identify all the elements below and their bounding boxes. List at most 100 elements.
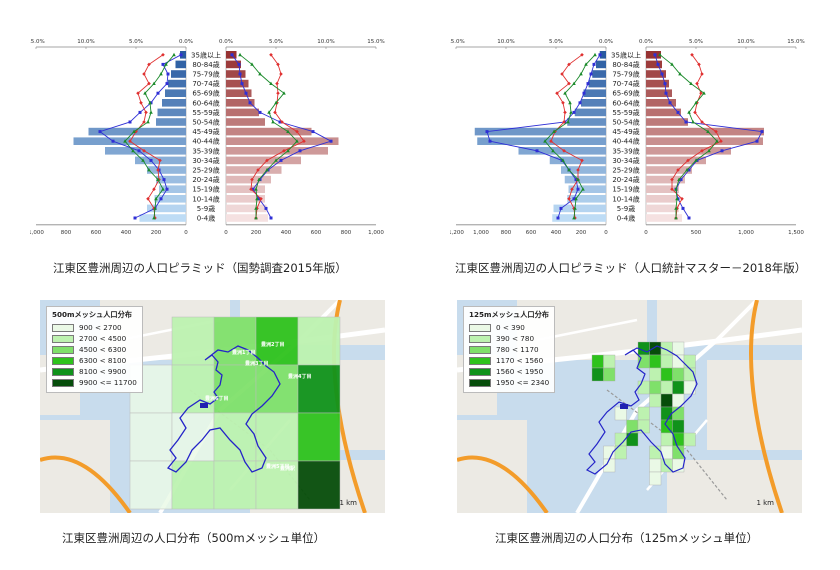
pyr0-female-bar: [226, 60, 241, 69]
pyr1-female-bar: [646, 204, 679, 213]
pyr1-age-label: 5-9歳: [617, 204, 635, 213]
mesh-125m-cell: [649, 341, 662, 356]
pyr1-male-bar: [477, 137, 606, 145]
pyr1-line-marker: [674, 187, 678, 191]
pyr0-line-marker: [278, 120, 282, 124]
mesh-500m-legend-row: 8100 < 9900: [52, 366, 137, 377]
pyr1-male-bar: [568, 185, 606, 193]
pyr0-line-marker: [143, 91, 147, 95]
pyr1-left-pct-tick: 15.0%: [450, 39, 465, 45]
mesh-125m-legend-row: 390 < 780: [469, 333, 549, 344]
pyr0-left-count-tick: 0: [184, 230, 188, 236]
mesh-125m-legend-rows: 0 < 390 390 < 780 780 < 1170 1170 < 1560 156…: [469, 322, 549, 388]
map0-expressway: [40, 455, 132, 513]
pyr0-female-bar: [226, 108, 259, 117]
pyr1-line-marker: [684, 120, 688, 124]
mesh-500m-legend-swatch: [52, 323, 74, 332]
pyr0-female-bar: [226, 137, 339, 145]
pyramid-2015-caption: 江東区豊洲周辺の人口ピラミッド（国勢調査2015年版）: [53, 261, 347, 275]
pyr0-female-bar: [226, 147, 328, 155]
pyr0-line-marker: [254, 187, 258, 191]
pyr1-age-label: 80-84歳: [612, 60, 639, 69]
pyr0-line-marker: [128, 120, 132, 124]
pyr0-left-count-tick: 200: [151, 230, 162, 236]
pyr1-line-marker: [700, 72, 704, 76]
pyr0-line-marker: [254, 216, 258, 220]
mesh-500m-legend-row: 900 < 2700: [52, 322, 137, 333]
pyr0-line-marker: [165, 187, 169, 191]
mesh-125m-cell: [660, 354, 673, 369]
pyr1-line-marker: [581, 187, 585, 191]
pyr0-age-label: 25-29歳: [192, 166, 219, 175]
pyr1-line-marker: [689, 81, 693, 85]
pyr1-female-bar: [646, 70, 666, 78]
pyr1-line-marker: [567, 168, 571, 172]
mesh-125m-cell: [649, 445, 662, 460]
pyr0-line-marker: [295, 129, 299, 134]
pyr1-line-marker: [677, 177, 681, 181]
pyr1-age-label: 40-44歳: [612, 137, 639, 146]
pyr0-age-label: 5-9歳: [197, 204, 215, 213]
mesh-125m-cell: [637, 380, 650, 395]
pyr0-line-marker: [142, 149, 146, 153]
pyr1-line-marker: [715, 139, 719, 143]
mesh-500m-legend-swatch: [52, 345, 74, 354]
pyramid-2018-svg: 15.0% 10.0% 5.0% 0.0% 0.0% 5.0% 10.0% 15.0% 1,20…: [450, 39, 805, 236]
pyr0-line-marker: [156, 168, 160, 172]
pyr0-left-line: [129, 54, 164, 219]
pyr1-male-bar: [583, 89, 606, 97]
pyr0-line-marker: [269, 53, 273, 57]
mesh-500m-station-marker: [200, 403, 208, 408]
pyr1-age-label: 45-49歳: [612, 127, 639, 136]
pyr0-male-bar: [171, 70, 186, 78]
pyr1-line-marker: [678, 72, 682, 76]
pyr1-line-marker: [706, 129, 710, 133]
pyr1-left-count-tick: 0: [604, 230, 608, 236]
pyr1-right-line: [659, 54, 718, 218]
map1-land-block: [457, 420, 527, 513]
mesh-500m-cell: [129, 460, 173, 510]
pyr0-female-bar: [226, 79, 249, 88]
pyr0-line-marker: [136, 91, 140, 95]
pyr0-line-marker: [273, 110, 277, 115]
mesh-500m-place-label: 豊洲1丁目: [232, 349, 255, 356]
pyr1-line-marker: [485, 130, 489, 134]
pyr0-line-marker: [258, 110, 262, 114]
mesh-500m-place-label: 豊洲駅: [280, 465, 295, 472]
mesh-500m-cell: [171, 460, 215, 510]
pyr1-line-marker: [574, 196, 578, 201]
mesh-125m-cell: [683, 432, 696, 447]
pyr0-line-marker: [111, 139, 115, 143]
pyr1-line-marker: [566, 120, 570, 124]
pyr0-line-marker: [276, 62, 280, 67]
pyr0-age-label: 75-79歳: [192, 70, 219, 79]
pyr0-line-marker: [298, 149, 302, 153]
mesh-500m-legend-swatch: [52, 356, 74, 365]
mesh-125m-cell: [672, 419, 685, 434]
pyr1-line-marker: [561, 158, 565, 162]
pyr0-line-marker: [267, 110, 271, 114]
pyr1-line-marker: [660, 72, 664, 76]
pyr0-line-marker: [159, 197, 163, 201]
pyr0-female-bar: [226, 156, 301, 165]
pyr1-line-marker: [687, 110, 691, 114]
pyr0-line-marker: [286, 129, 290, 133]
pyr1-left-pct-tick: 10.0%: [497, 39, 514, 45]
mesh-125m-legend-label: 390 < 780: [496, 334, 535, 343]
pyr1-line-marker: [576, 187, 580, 191]
pyr1-line-marker: [664, 91, 668, 95]
pyr1-right-count-tick: 500: [691, 230, 702, 236]
mesh-125m-cell: [649, 458, 662, 473]
pyr0-line-marker: [258, 72, 262, 76]
mesh-125m-cell: [683, 354, 696, 369]
pyr1-line-marker: [572, 197, 576, 201]
pyr1-male-bar: [561, 166, 606, 174]
pyr0-line-marker: [165, 82, 169, 86]
pyr1-left-count-tick: 600: [526, 230, 537, 236]
pyr1-right-pct-tick: 10.0%: [737, 39, 754, 45]
mesh-125m-cell: [660, 432, 673, 447]
pyr1-line-marker: [675, 196, 679, 201]
pyr0-male-bar: [162, 99, 186, 107]
mesh-125m-cell: [649, 354, 662, 369]
pyr1-female-bar: [646, 166, 692, 174]
